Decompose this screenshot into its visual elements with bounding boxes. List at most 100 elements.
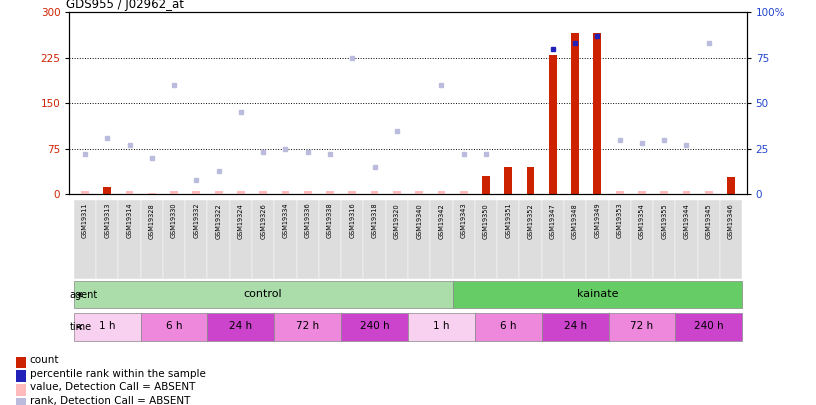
Bar [348, 192, 357, 194]
Bar [252, 200, 274, 279]
Bar [341, 200, 363, 279]
Bar [586, 200, 609, 279]
Bar [526, 167, 534, 194]
Text: GSM19322: GSM19322 [215, 203, 222, 239]
Text: GSM19355: GSM19355 [661, 203, 667, 239]
Bar [564, 200, 586, 279]
Text: GSM19342: GSM19342 [438, 203, 445, 239]
Bar [453, 281, 743, 308]
Text: GSM19346: GSM19346 [728, 203, 734, 239]
Bar [140, 200, 163, 279]
Bar [171, 192, 178, 194]
Bar [393, 192, 401, 194]
Text: GSM19330: GSM19330 [171, 203, 177, 239]
Bar [676, 200, 698, 279]
Text: time: time [70, 322, 92, 332]
Text: GSM19354: GSM19354 [639, 203, 645, 239]
Bar [193, 192, 200, 194]
Text: GSM19324: GSM19324 [238, 203, 244, 239]
Bar [207, 200, 230, 279]
Bar [126, 192, 133, 194]
Text: 1 h: 1 h [433, 322, 450, 331]
Bar [549, 55, 557, 194]
Bar [720, 200, 743, 279]
Text: GSM19349: GSM19349 [594, 203, 601, 239]
Text: GSM19311: GSM19311 [82, 203, 88, 239]
Bar [304, 192, 312, 194]
Bar [459, 192, 468, 194]
Bar [16, 384, 26, 396]
Text: GSM19340: GSM19340 [416, 203, 422, 239]
Text: 1 h: 1 h [99, 322, 116, 331]
Bar [370, 192, 379, 194]
Bar [230, 200, 252, 279]
Bar [296, 200, 319, 279]
Bar [705, 192, 712, 194]
Bar [363, 200, 386, 279]
Bar [542, 200, 564, 279]
Bar [104, 187, 111, 194]
Bar [727, 177, 735, 194]
Bar [282, 192, 290, 194]
Bar [73, 281, 453, 308]
Text: GSM19345: GSM19345 [706, 203, 712, 239]
Text: GDS955 / J02962_at: GDS955 / J02962_at [66, 0, 184, 11]
Bar [415, 192, 423, 194]
Text: GSM19350: GSM19350 [483, 203, 489, 239]
Bar [386, 200, 408, 279]
Bar [185, 200, 207, 279]
Text: control: control [244, 289, 282, 299]
Text: GSM19316: GSM19316 [349, 203, 355, 239]
Bar [676, 313, 743, 341]
Bar [698, 200, 720, 279]
Bar [274, 313, 341, 341]
Text: 240 h: 240 h [360, 322, 389, 331]
Text: GSM19313: GSM19313 [104, 203, 110, 239]
Text: 72 h: 72 h [631, 322, 654, 331]
Text: GSM19352: GSM19352 [527, 203, 534, 239]
Text: rank, Detection Call = ABSENT: rank, Detection Call = ABSENT [29, 396, 190, 405]
Bar [453, 200, 475, 279]
Bar [542, 313, 609, 341]
Text: GSM19332: GSM19332 [193, 203, 199, 239]
Bar [482, 176, 490, 194]
Bar [609, 313, 676, 341]
Bar [475, 313, 542, 341]
Bar [653, 200, 676, 279]
Text: GSM19336: GSM19336 [304, 203, 311, 239]
Text: 24 h: 24 h [564, 322, 587, 331]
Bar [140, 313, 207, 341]
Text: GSM19347: GSM19347 [550, 203, 556, 239]
Bar [593, 34, 601, 194]
Bar [571, 34, 579, 194]
Bar [341, 313, 408, 341]
Text: 6 h: 6 h [500, 322, 517, 331]
Text: GSM19338: GSM19338 [327, 203, 333, 239]
Text: GSM19318: GSM19318 [371, 203, 378, 239]
Text: GSM19328: GSM19328 [149, 203, 155, 239]
Bar [81, 192, 89, 194]
Bar [616, 192, 623, 194]
Text: GSM19351: GSM19351 [505, 203, 512, 239]
Bar [215, 192, 223, 194]
Bar [274, 200, 296, 279]
Text: 6 h: 6 h [166, 322, 182, 331]
Text: GSM19314: GSM19314 [126, 203, 132, 239]
Text: GSM19344: GSM19344 [684, 203, 690, 239]
Bar [475, 200, 497, 279]
Bar [660, 192, 668, 194]
Bar [73, 200, 96, 279]
Bar [259, 192, 267, 194]
Bar [408, 313, 475, 341]
Bar [73, 313, 140, 341]
Bar [118, 200, 140, 279]
Bar [16, 371, 26, 382]
Bar [638, 192, 645, 194]
Bar [207, 313, 274, 341]
Text: 24 h: 24 h [229, 322, 252, 331]
Bar [148, 193, 156, 194]
Text: GSM19334: GSM19334 [282, 203, 289, 239]
Bar [16, 398, 26, 405]
Bar [96, 200, 118, 279]
Text: GSM19348: GSM19348 [572, 203, 578, 239]
